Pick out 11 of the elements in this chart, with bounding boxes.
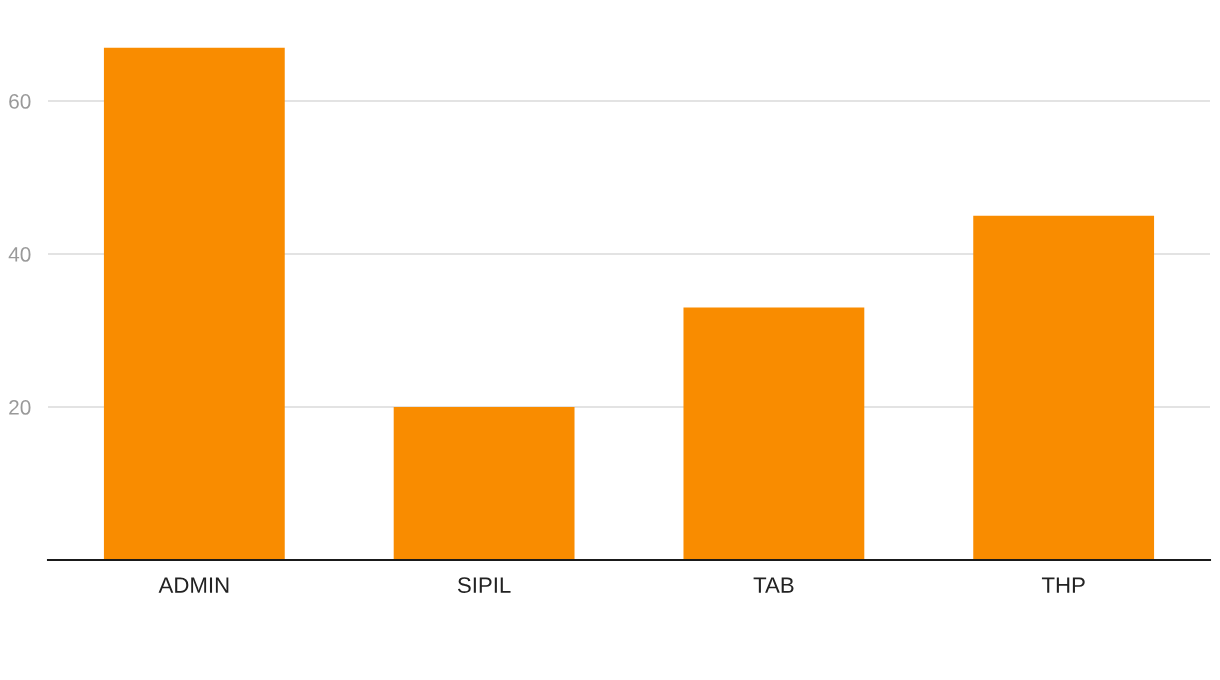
bar	[973, 215, 1155, 560]
x-tick-label: ADMIN	[158, 577, 229, 593]
bar	[683, 307, 865, 560]
x-tick-label: TAB	[753, 577, 794, 593]
y-tick-label: 40	[8, 247, 31, 262]
bar	[393, 407, 575, 560]
bar	[103, 47, 285, 560]
y-tick-label: 60	[9, 94, 31, 109]
y-tick-label: 20	[9, 400, 31, 415]
x-tick-label: THP	[1041, 577, 1085, 593]
x-tick-label: SIPIL	[457, 577, 511, 593]
